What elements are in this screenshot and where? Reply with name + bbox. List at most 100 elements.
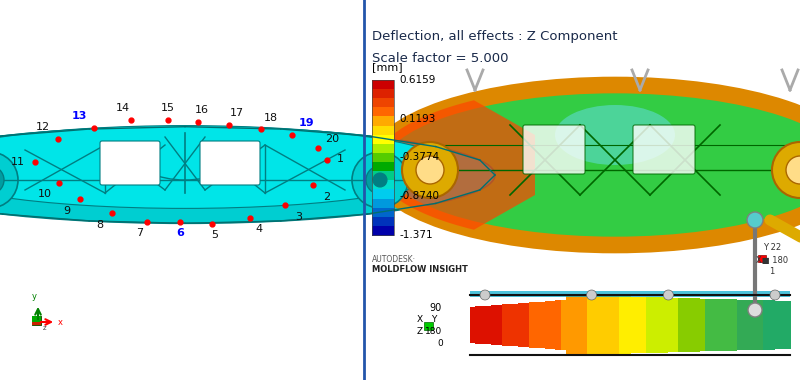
Bar (715, 299, 721, 351)
Bar (372, 189, 394, 199)
Text: 5: 5 (211, 230, 218, 240)
Bar (481, 306, 486, 344)
Text: 180: 180 (426, 328, 442, 337)
Bar (614, 295, 620, 355)
Bar (630, 296, 636, 353)
Bar (534, 302, 540, 348)
Bar (555, 301, 561, 350)
Bar (372, 108, 394, 117)
Bar (539, 302, 545, 348)
Bar (32, 319, 41, 325)
Text: 10: 10 (38, 189, 51, 199)
Text: 20: 20 (325, 134, 339, 144)
Text: X: X (417, 315, 423, 325)
Bar (582, 295, 588, 355)
Bar (475, 306, 481, 344)
Circle shape (416, 156, 444, 184)
Text: 18: 18 (264, 112, 278, 123)
Text: z: z (43, 325, 46, 331)
Bar (657, 297, 662, 353)
Bar (651, 297, 657, 353)
Bar (424, 322, 433, 330)
Bar (372, 217, 394, 226)
Circle shape (772, 142, 800, 198)
Text: -0.3774: -0.3774 (399, 152, 439, 163)
Bar (523, 303, 529, 347)
Polygon shape (375, 100, 535, 230)
Circle shape (786, 156, 800, 184)
Circle shape (366, 166, 394, 194)
Text: [mm]: [mm] (372, 62, 402, 72)
Bar (372, 144, 394, 154)
Bar (502, 304, 508, 345)
Bar (550, 301, 556, 349)
Bar (619, 295, 625, 355)
Ellipse shape (555, 105, 675, 165)
Bar (518, 303, 524, 347)
Text: -0.8740: -0.8740 (399, 191, 439, 201)
Bar (779, 301, 785, 349)
Bar (372, 117, 394, 126)
Bar (545, 301, 550, 349)
Text: AUTODESK·: AUTODESK· (372, 255, 416, 264)
Bar (497, 305, 502, 345)
Text: 1: 1 (337, 154, 344, 164)
Bar (32, 316, 41, 325)
Text: 11: 11 (11, 157, 25, 166)
Circle shape (663, 290, 674, 300)
Bar (571, 295, 577, 355)
Circle shape (480, 290, 490, 300)
Bar (625, 295, 630, 355)
Text: 0: 0 (437, 339, 443, 348)
Bar (372, 180, 394, 190)
Bar (32, 316, 41, 325)
Bar (372, 89, 394, 99)
Text: -1.371: -1.371 (399, 230, 433, 240)
Text: 17: 17 (230, 108, 244, 119)
Bar (689, 298, 694, 352)
Bar (372, 80, 394, 90)
Bar (678, 298, 684, 352)
Bar (566, 295, 572, 355)
Text: 0.6159: 0.6159 (399, 75, 435, 85)
Circle shape (747, 212, 763, 228)
Bar (372, 171, 394, 181)
Text: 4: 4 (255, 224, 262, 234)
Circle shape (373, 173, 387, 187)
Bar (603, 295, 609, 355)
Text: Deflection, all effects : Z Component: Deflection, all effects : Z Component (372, 30, 618, 43)
Bar (699, 299, 705, 352)
Bar (705, 299, 710, 352)
Text: 0.1193: 0.1193 (399, 114, 435, 124)
Bar (758, 300, 764, 350)
Bar (486, 306, 492, 344)
Text: x: x (58, 318, 63, 327)
Bar (641, 297, 646, 353)
Bar (785, 301, 790, 349)
FancyBboxPatch shape (523, 125, 585, 174)
Bar (667, 298, 673, 352)
Bar (561, 300, 566, 350)
Text: 19: 19 (298, 118, 314, 128)
Text: X■ 180: X■ 180 (756, 255, 788, 264)
FancyBboxPatch shape (633, 125, 695, 174)
Bar (491, 305, 497, 345)
Circle shape (0, 152, 18, 208)
Bar (673, 298, 678, 352)
Bar (769, 301, 774, 350)
Text: 9: 9 (63, 206, 70, 215)
Bar (694, 298, 700, 352)
Bar (372, 153, 394, 163)
Bar (710, 299, 716, 351)
Text: 6: 6 (176, 228, 184, 238)
Bar (372, 162, 394, 172)
Circle shape (586, 290, 597, 300)
Bar (372, 125, 394, 135)
Bar (372, 207, 394, 217)
Text: 8: 8 (96, 220, 103, 230)
Bar (529, 302, 534, 348)
Circle shape (0, 166, 4, 194)
Text: 1: 1 (770, 268, 774, 277)
Text: Y: Y (431, 315, 437, 325)
Text: 16: 16 (194, 105, 209, 115)
